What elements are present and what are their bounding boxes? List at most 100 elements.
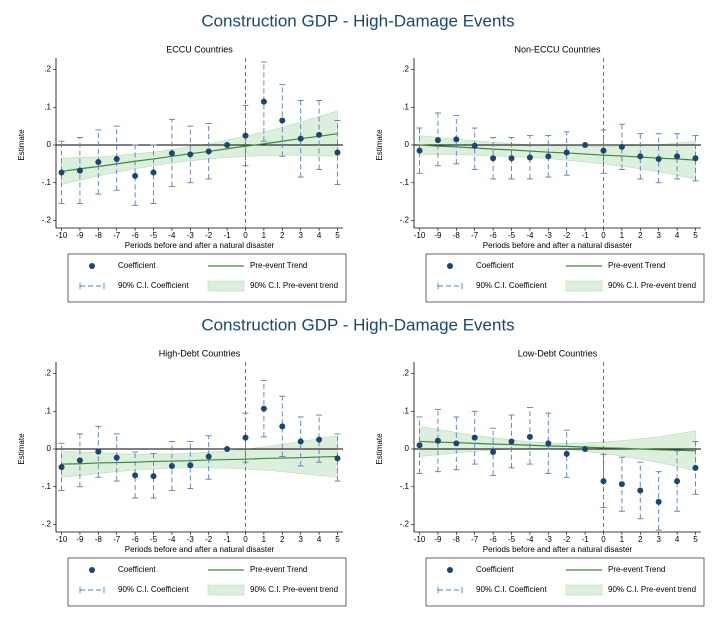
ci-bar: [150, 144, 157, 204]
coefficient-point: [416, 442, 423, 449]
x-tick-label: 5: [693, 535, 698, 544]
x-tick-label: -3: [187, 231, 195, 240]
ci-bar: [132, 144, 139, 206]
x-tick-label: -5: [150, 231, 158, 240]
y-tick-label: -.2: [400, 216, 410, 225]
coefficient-point: [490, 155, 497, 162]
coefficient-point: [618, 143, 625, 150]
figure-title: Construction GDP - High-Damage Events: [201, 315, 514, 334]
coefficient-point: [316, 131, 323, 138]
x-tick-label: -4: [526, 535, 534, 544]
x-tick-label: -8: [95, 231, 103, 240]
coefficient-point: [453, 440, 460, 447]
x-tick-label: 4: [317, 535, 322, 544]
x-tick-label: -1: [582, 535, 590, 544]
coefficient-point: [187, 151, 194, 158]
x-tick-label: -4: [168, 231, 176, 240]
x-tick-label: -1: [224, 231, 232, 240]
ci-bar: [674, 450, 681, 512]
x-tick-label: -2: [205, 231, 213, 240]
coefficient-point: [434, 437, 441, 444]
coefficient-point: [76, 457, 83, 464]
x-tick-label: -4: [526, 231, 534, 240]
y-tick-label: .1: [44, 406, 51, 415]
coefficient-point: [471, 142, 478, 149]
y-tick-label: .2: [44, 65, 51, 74]
ci-bar: [150, 453, 157, 499]
ci-bar: [187, 441, 194, 490]
x-tick-label: -2: [563, 535, 571, 544]
coefficient-point: [655, 155, 662, 162]
coefficient-point: [692, 464, 699, 471]
x-tick-label: -9: [76, 231, 84, 240]
x-tick-label: -6: [490, 231, 498, 240]
x-tick-label: 3: [656, 535, 661, 544]
x-tick-label: 2: [638, 231, 643, 240]
coefficient-point: [150, 473, 157, 480]
coefficient-point: [618, 481, 625, 488]
coefficient-point: [132, 472, 139, 479]
ci-bar: [618, 123, 625, 170]
coefficient-point: [655, 498, 662, 505]
x-tick-label: 5: [335, 535, 340, 544]
legend-label: Coefficient: [118, 261, 156, 270]
coefficient-point: [260, 405, 267, 412]
coefficient-point: [297, 438, 304, 445]
coefficient-point: [563, 149, 570, 156]
legend-symbol: [565, 280, 603, 292]
ci-bar: [260, 61, 267, 142]
x-tick-label: -3: [545, 535, 553, 544]
coefficient-point: [224, 142, 231, 148]
x-tick-label: 2: [280, 231, 285, 240]
trend-line: [419, 440, 696, 452]
x-tick-label: 2: [638, 535, 643, 544]
coefficient-point: [600, 147, 607, 154]
x-tick-label: 4: [675, 535, 680, 544]
coefficient-point: [95, 158, 102, 165]
ci-bar: [58, 442, 65, 491]
x-tick-label: -6: [490, 535, 498, 544]
coefficient-point: [674, 153, 681, 160]
x-tick-label: 0: [601, 231, 606, 240]
x-tick-label: -8: [453, 231, 461, 240]
coefficient-point: [674, 478, 681, 485]
coefficient-point: [637, 153, 644, 160]
coefficient-point: [334, 149, 341, 156]
coefficient-point: [224, 446, 231, 452]
x-tick-label: -5: [508, 535, 516, 544]
trend-ci-band: [61, 435, 338, 478]
coefficient-point: [508, 155, 515, 162]
coefficient-point: [600, 478, 607, 485]
x-tick-label: -9: [434, 231, 442, 240]
x-tick-label: 4: [317, 231, 322, 240]
panel-title: High-Debt Countries: [159, 348, 241, 358]
x-tick-label: -3: [545, 231, 553, 240]
coefficient-point: [113, 454, 120, 461]
coefficient-point: [187, 462, 194, 469]
x-tick-label: -7: [113, 535, 121, 544]
coefficient-point: [95, 448, 102, 455]
coefficient-point: [58, 169, 65, 176]
x-tick-label: 4: [675, 231, 680, 240]
coefficient-point: [150, 169, 157, 176]
trend-line: [61, 133, 338, 173]
ci-bar: [490, 427, 497, 476]
ci-bar: [334, 433, 341, 482]
coefficient-point: [637, 487, 644, 494]
x-tick-label: 1: [262, 231, 267, 240]
legend-box: [425, 253, 705, 303]
legend-symbol: [565, 584, 603, 596]
coefficient-point: [582, 446, 589, 452]
trend-line: [419, 144, 696, 161]
y-tick-label: .1: [402, 102, 409, 111]
legend-label: 90% C.I. Pre-event trend: [608, 281, 696, 290]
ci-bar: [545, 412, 552, 474]
legend-symbol: [89, 567, 95, 573]
coefficient-point: [545, 440, 552, 447]
ci-bar: [563, 131, 570, 176]
legend-label: Coefficient: [476, 565, 514, 574]
x-tick-label: 1: [620, 535, 625, 544]
x-tick-label: -3: [187, 535, 195, 544]
ci-bar: [434, 408, 441, 473]
